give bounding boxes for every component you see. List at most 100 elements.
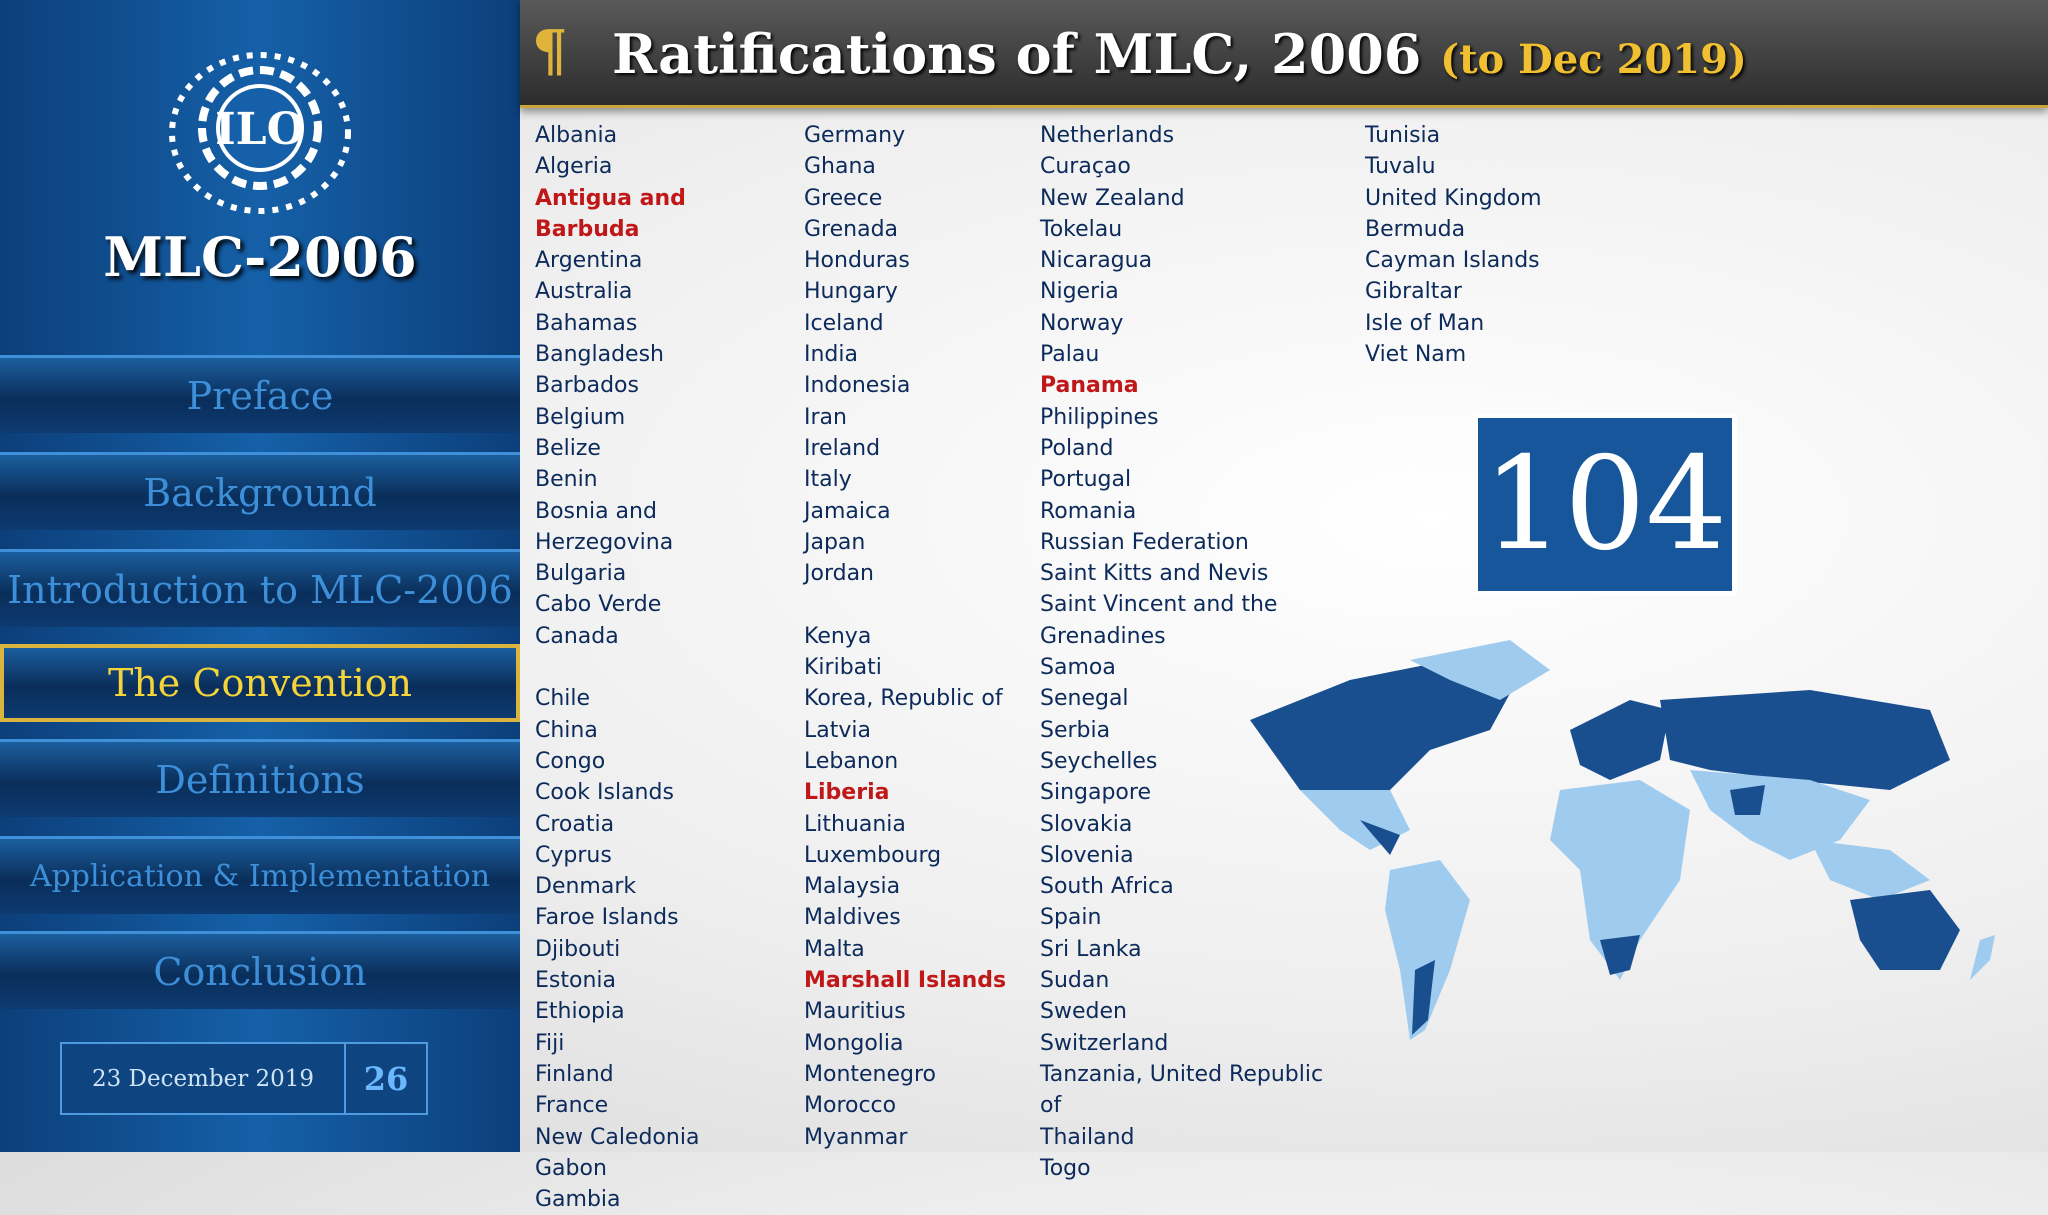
country-column: Netherlands Curaçao New Zealand Tokelau Nica… <box>1040 120 1340 1184</box>
country: New Zealand <box>1040 185 1185 211</box>
logo-text: ILO <box>215 104 305 155</box>
country: India <box>804 342 858 368</box>
country: Mauritius <box>804 999 906 1025</box>
country: Estonia <box>535 968 616 994</box>
ilo-logo: ILO <box>169 52 351 214</box>
country: Argentina <box>535 248 643 274</box>
country: Barbados <box>535 373 639 399</box>
country: Panama <box>1040 373 1139 399</box>
date: 23 December 2019 <box>62 1044 346 1113</box>
country: Viet Nam <box>1365 342 1467 368</box>
country: Albania <box>535 123 618 148</box>
country: Faroe Islands <box>535 905 679 931</box>
country: Indonesia <box>804 373 911 399</box>
country: Gabon <box>535 1155 607 1181</box>
country: Cyprus <box>535 842 612 868</box>
country: Antigua and Barbuda <box>535 185 686 242</box>
country: Russian Federation <box>1040 529 1249 555</box>
country-column: Germany Ghana Greece Grenada Honduras Hungary… <box>804 120 1034 1153</box>
country: Singapore <box>1040 780 1151 806</box>
country: Cayman Islands <box>1365 248 1540 274</box>
country: Netherlands <box>1040 123 1175 148</box>
country: Canada <box>535 623 619 649</box>
country: Seychelles <box>1040 748 1158 774</box>
country: Norway <box>1040 310 1124 336</box>
country: Kenya <box>804 623 872 649</box>
country: South Africa <box>1040 874 1174 900</box>
country: Romania <box>1040 498 1137 524</box>
country: Greece <box>804 185 883 211</box>
subtitle: (to Dec 2019) <box>1440 36 1747 83</box>
nav-button[interactable]: Background <box>0 452 520 530</box>
country-column: Tunisia Tuvalu United Kingdom Bermuda Cayman… <box>1365 120 1665 370</box>
nav-button[interactable]: The Convention <box>0 644 520 722</box>
country: Gambia <box>535 1187 621 1213</box>
country: Germany <box>804 123 906 148</box>
country: Fiji <box>535 1030 565 1056</box>
country: Belgium <box>535 404 626 430</box>
country: Malaysia <box>804 874 901 900</box>
country: Isle of Man <box>1365 310 1485 336</box>
country: Ethiopia <box>535 999 625 1025</box>
country: China <box>535 717 598 743</box>
country: Bosnia and Herzegovina <box>535 498 674 555</box>
country: Luxembourg <box>804 842 942 868</box>
country: Morocco <box>804 1093 897 1119</box>
country: Curaçao <box>1040 154 1131 180</box>
country: Lithuania <box>804 811 906 837</box>
country: Samoa <box>1040 655 1116 681</box>
country: Slovakia <box>1040 811 1133 837</box>
country: Bangladesh <box>535 342 664 368</box>
country: Saint Vincent and the Grenadines <box>1040 592 1278 649</box>
country: Honduras <box>804 248 910 274</box>
country: Jamaica <box>804 498 891 524</box>
country-column: Albania Algeria Antigua and Barbuda Argenti… <box>535 120 795 1215</box>
title: Ratifications of MLC, 2006 (to Dec 2019) <box>612 22 1747 86</box>
country: Belize <box>535 435 601 461</box>
country: Poland <box>1040 435 1114 461</box>
country: Japan <box>804 529 866 555</box>
total-count: 104 <box>1473 413 1737 596</box>
country: Denmark <box>535 874 637 900</box>
country: France <box>535 1093 609 1119</box>
page-number: 26 <box>363 1059 409 1098</box>
nav-button[interactable]: Application & Implementation <box>0 836 520 914</box>
nav-button[interactable]: Introduction to MLC-2006 <box>0 549 520 627</box>
country: Nicaragua <box>1040 248 1153 274</box>
country: Croatia <box>535 811 615 837</box>
country: Ghana <box>804 154 876 180</box>
country: Myanmar <box>804 1124 908 1150</box>
country: Algeria <box>535 154 613 180</box>
country: Tunisia <box>1365 123 1441 148</box>
footer: 23 December 2019 26 <box>60 1042 428 1115</box>
country: Marshall Islands <box>804 968 1007 994</box>
country: Finland <box>535 1061 614 1087</box>
country: Latvia <box>804 717 871 743</box>
country: Ireland <box>804 435 881 461</box>
nav-button[interactable]: Preface <box>0 355 520 433</box>
header-icon: ¶ <box>532 18 568 84</box>
sidebar-title: MLC-2006 <box>103 225 417 289</box>
country: Djibouti <box>535 936 621 962</box>
spacer <box>804 589 1034 620</box>
country: Tokelau <box>1040 216 1123 242</box>
country: Chile <box>535 686 591 712</box>
country: New Caledonia <box>535 1124 700 1150</box>
nav-button[interactable]: Conclusion <box>0 931 520 1009</box>
country: Sri Lanka <box>1040 936 1142 962</box>
country: Jordan <box>804 561 874 587</box>
country: Benin <box>535 467 598 493</box>
country: Korea, Republic of <box>804 686 1003 712</box>
country: Bulgaria <box>535 561 627 587</box>
country: Liberia <box>804 780 890 806</box>
country: Thailand <box>1040 1124 1135 1150</box>
title-text: Ratifications of MLC, 2006 <box>612 22 1422 86</box>
country: Montenegro <box>804 1061 937 1087</box>
country: Spain <box>1040 905 1102 931</box>
country: Kiribati <box>804 655 882 681</box>
country: Sudan <box>1040 968 1110 994</box>
spacer <box>535 652 795 683</box>
country: Australia <box>535 279 633 305</box>
nav-button[interactable]: Definitions <box>0 739 520 817</box>
